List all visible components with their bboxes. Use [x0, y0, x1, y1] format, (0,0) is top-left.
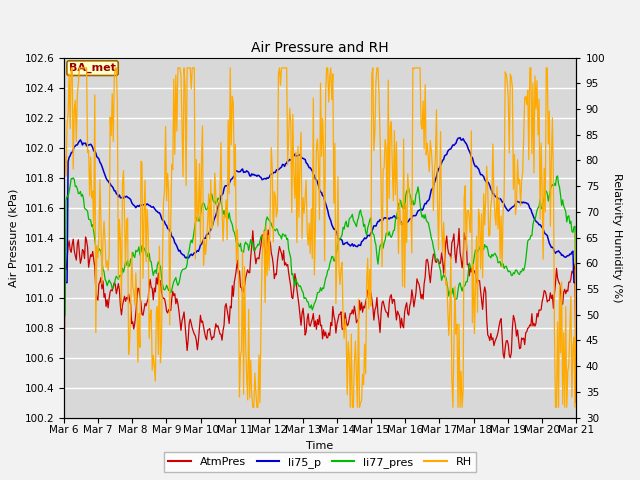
Line: AtmPres: AtmPres: [64, 228, 576, 403]
AtmPres: [561, 287, 568, 292]
li77_pres: [60, 313, 68, 319]
Line: RH: RH: [64, 68, 576, 408]
li77_pres: [337, 234, 345, 240]
Line: li77_pres: li77_pres: [64, 176, 576, 316]
Legend: AtmPres, li75_p, li77_pres, RH: AtmPres, li75_p, li77_pres, RH: [164, 452, 476, 472]
li75_p: [365, 232, 372, 238]
li77_pres: [303, 299, 311, 305]
li75_p: [456, 135, 464, 141]
li77_pres: [365, 221, 372, 227]
li75_p: [572, 280, 580, 286]
li77_pres: [561, 206, 568, 212]
RH: [339, 316, 347, 322]
AtmPres: [337, 309, 345, 315]
Y-axis label: Relativity Humidity (%): Relativity Humidity (%): [612, 173, 622, 302]
RH: [60, 182, 68, 188]
Line: li75_p: li75_p: [64, 138, 576, 283]
li77_pres: [307, 305, 314, 311]
AtmPres: [572, 400, 580, 406]
li75_p: [337, 237, 345, 242]
AtmPres: [60, 400, 68, 406]
RH: [482, 195, 490, 201]
li75_p: [307, 165, 314, 170]
RH: [308, 255, 316, 261]
X-axis label: Time: Time: [307, 441, 333, 451]
li75_p: [481, 177, 488, 182]
li77_pres: [572, 313, 580, 319]
li77_pres: [480, 247, 488, 252]
li75_p: [303, 161, 311, 167]
li75_p: [561, 254, 568, 260]
Y-axis label: Air Pressure (kPa): Air Pressure (kPa): [9, 189, 19, 287]
AtmPres: [365, 288, 372, 294]
AtmPres: [307, 324, 314, 329]
Text: BA_met: BA_met: [69, 63, 116, 73]
RH: [67, 65, 75, 71]
AtmPres: [455, 226, 463, 231]
AtmPres: [303, 316, 311, 322]
li75_p: [60, 280, 68, 286]
Title: Air Pressure and RH: Air Pressure and RH: [251, 41, 389, 55]
RH: [562, 304, 570, 310]
RH: [367, 303, 374, 309]
RH: [572, 229, 580, 235]
AtmPres: [481, 284, 488, 290]
RH: [305, 220, 313, 226]
li77_pres: [554, 173, 561, 179]
RH: [249, 405, 257, 410]
